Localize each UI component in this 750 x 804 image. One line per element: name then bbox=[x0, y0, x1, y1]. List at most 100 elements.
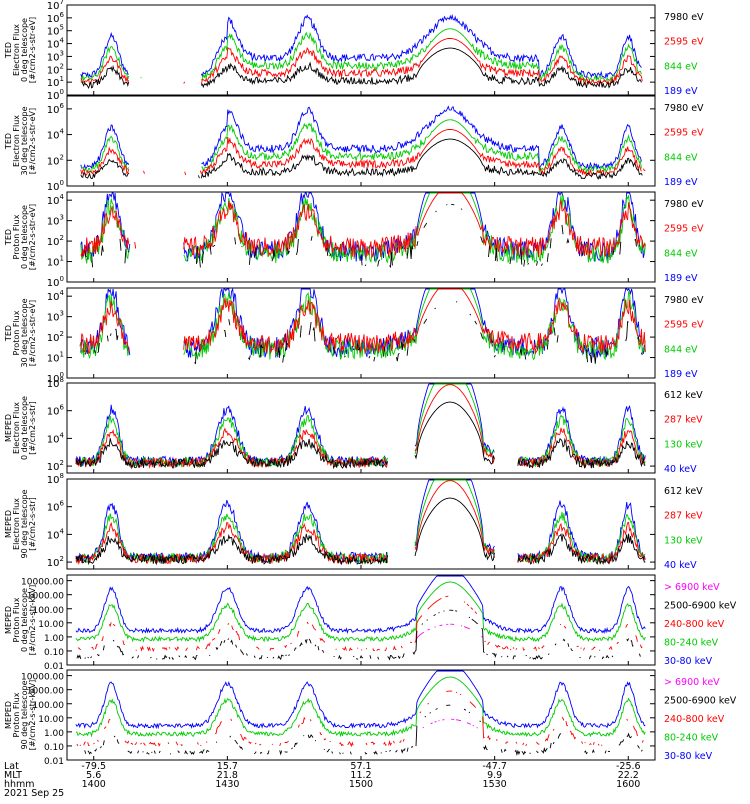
panel-8-legend-entry: > 6900 keV bbox=[664, 677, 720, 688]
panel-6-ytick-label: 106 bbox=[47, 500, 65, 514]
panel-6-ylabel: MEPED bbox=[4, 510, 13, 538]
panel-7-legend-entry: 80-240 keV bbox=[664, 638, 719, 649]
panel-8-ylabel: Proton Flux bbox=[12, 692, 21, 737]
panel-2-legend-entry: 7980 eV bbox=[664, 103, 704, 114]
panel-4-ytick-label: 104 bbox=[47, 289, 65, 303]
panel-4-ylabel: 30 deg telescope bbox=[20, 298, 29, 367]
panel-2-series-2595-eV bbox=[80, 128, 646, 177]
panel-2-legend-entry: 2595 eV bbox=[664, 128, 704, 139]
panel-1-ylabel: Electron Flux bbox=[12, 24, 21, 76]
panel-7-series-30-80-keV bbox=[75, 575, 646, 635]
panel-7-ytick-label: 1.00 bbox=[44, 634, 64, 644]
panel-5-legend-entry: 130 keV bbox=[664, 439, 703, 450]
panel-5-ytick-label: 106 bbox=[47, 404, 65, 418]
panel-7-ytick-label: 0.01 bbox=[44, 662, 64, 672]
panel-3-ytick-label: 104 bbox=[47, 193, 65, 207]
panel-3-ylabel: TED bbox=[4, 229, 13, 246]
panel-7-series-240-800-keV bbox=[77, 595, 643, 652]
panel-1-legend-entry: 7980 eV bbox=[664, 12, 704, 23]
panel-4-ylabel: [#/cm2-s-str-eV] bbox=[28, 300, 37, 366]
x-tick-label-lat: -79.5 bbox=[81, 761, 106, 772]
x-tick-label-mlt: 9.9 bbox=[487, 770, 502, 781]
x-tick-label-lat: -47.7 bbox=[482, 761, 507, 772]
date-label: 2021 Sep 25 bbox=[4, 788, 64, 799]
panel-2-legend-entry: 189 eV bbox=[664, 177, 698, 188]
panel-1-ytick-label: 107 bbox=[47, 0, 64, 12]
panel-1-ytick-label: 101 bbox=[47, 75, 64, 89]
panel-3-legend-entry: 7980 eV bbox=[664, 199, 704, 210]
panel-1-legend-entry: 189 eV bbox=[664, 86, 698, 97]
panel-4-ylabel: TED bbox=[4, 325, 13, 342]
x-tick-label-lat: 15.7 bbox=[217, 761, 238, 772]
panel-1-series-844-eV bbox=[80, 28, 642, 83]
panel-7-ytick-label: 10000.00 bbox=[21, 578, 64, 588]
panel-3-series-2595-eV bbox=[80, 192, 646, 259]
panel-7-ylabel: 0 deg telescope bbox=[20, 588, 29, 652]
panel-6-ylabel: Electron Flux bbox=[12, 498, 21, 550]
panel-8-series-80-240-keV bbox=[75, 676, 646, 738]
panel-2-ylabel: 30 deg telescope bbox=[20, 106, 29, 175]
panel-6-ylabel: [#/cm2-s-str] bbox=[28, 497, 37, 550]
panel-1-ytick-label: 100 bbox=[47, 88, 64, 102]
panel-6-series-287-keV bbox=[75, 480, 646, 565]
panel-6-series-612-keV bbox=[75, 497, 646, 566]
panel-1-series-2595-eV bbox=[80, 37, 643, 86]
panel-6-legend-entry: 612 keV bbox=[664, 486, 703, 497]
panel-2-ylabel: TED bbox=[4, 133, 13, 150]
x-tick-label-hhmm: 1430 bbox=[215, 779, 239, 790]
panel-1-ytick-label: 103 bbox=[47, 49, 64, 63]
panel-5-ytick-label: 102 bbox=[47, 459, 64, 473]
panel-2-legend-entry: 844 eV bbox=[664, 152, 698, 163]
panel-1-series-7980-eV bbox=[80, 47, 642, 89]
panel-3-ylabel: Proton Flux bbox=[12, 214, 21, 259]
panel-1-ylabel: [#/cm2-s-str-eV] bbox=[28, 17, 37, 83]
panel-7-series--6900-keV bbox=[416, 623, 483, 639]
panel-1-ytick-label: 104 bbox=[47, 37, 65, 51]
panel-5-legend-entry: 287 keV bbox=[664, 415, 703, 426]
panel-8-ytick-label: 10.00 bbox=[38, 715, 64, 725]
panel-8-frame bbox=[66, 669, 656, 761]
panel-7-legend-entry: 30-80 keV bbox=[664, 656, 713, 667]
panel-7-legend-entry: 2500-6900 keV bbox=[664, 601, 737, 612]
panel-5-series-40-keV bbox=[75, 383, 646, 468]
x-tick-label-hhmm: 1500 bbox=[349, 779, 373, 790]
panel-8-series-30-80-keV bbox=[75, 670, 646, 730]
panel-2-ytick-label: 104 bbox=[47, 128, 65, 142]
panel-1-legend-entry: 2595 eV bbox=[664, 37, 704, 48]
panel-8-ytick-label: 1.00 bbox=[44, 729, 64, 739]
panel-7-ytick-label: 10.00 bbox=[38, 620, 64, 630]
panel-7-series-2500-6900-keV bbox=[77, 610, 645, 659]
x-tick-label-lat: 57.1 bbox=[350, 761, 371, 772]
panel-8-series-240-800-keV bbox=[77, 691, 645, 746]
panel-2-series-7980-eV bbox=[80, 138, 643, 180]
panel-3-legend-entry: 189 eV bbox=[664, 273, 698, 284]
panel-8-legend-entry: 240-800 keV bbox=[664, 714, 725, 725]
panel-5-ylabel: MEPED bbox=[4, 414, 13, 442]
panel-4-series-844-eV bbox=[79, 288, 646, 361]
panel-1-ytick-label: 102 bbox=[47, 62, 64, 76]
panel-7-frame bbox=[66, 574, 656, 666]
panel-3-legend-entry: 844 eV bbox=[664, 248, 698, 259]
panel-5-ytick-label: 104 bbox=[47, 431, 65, 445]
panel-6-ylabel: 90 deg telescope bbox=[20, 489, 29, 558]
panel-7-legend-entry: > 6900 keV bbox=[664, 582, 720, 593]
x-tick-label-mlt: 11.2 bbox=[350, 770, 371, 781]
panel-4-series-7980-eV bbox=[85, 302, 646, 364]
panel-2-series-189-eV bbox=[80, 105, 642, 171]
panel-4-series-2595-eV bbox=[80, 288, 646, 355]
panel-2-ytick-label: 106 bbox=[47, 102, 65, 116]
panel-8-ytick-label: 10000.00 bbox=[21, 673, 64, 683]
x-tick-label-lat: -25.6 bbox=[616, 761, 641, 772]
panel-7-ylabel: Proton Flux bbox=[12, 597, 21, 642]
panel-5-ylabel: 0 deg telescope bbox=[20, 396, 29, 460]
panel-6-legend-entry: 287 keV bbox=[664, 511, 703, 522]
panel-2-ytick-label: 102 bbox=[47, 153, 64, 167]
panel-7-series-80-240-keV bbox=[75, 581, 646, 643]
panel-1-ytick-label: 106 bbox=[47, 11, 65, 25]
panel-1-ylabel: TED bbox=[4, 42, 13, 59]
panel-1-ytick-label: 105 bbox=[47, 24, 64, 38]
panel-6-series-130-keV bbox=[75, 479, 646, 565]
panel-8-legend-entry: 80-240 keV bbox=[664, 733, 719, 744]
